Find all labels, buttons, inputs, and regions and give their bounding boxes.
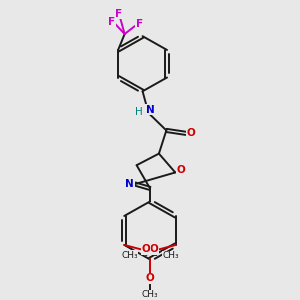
Text: O: O	[146, 273, 154, 283]
Text: O: O	[150, 244, 158, 254]
Text: O: O	[176, 165, 185, 175]
Text: N: N	[125, 179, 134, 189]
Text: CH₃: CH₃	[162, 251, 179, 260]
Text: O: O	[187, 128, 195, 138]
Text: CH₃: CH₃	[142, 290, 158, 299]
Text: H: H	[135, 106, 143, 117]
Text: F: F	[115, 9, 122, 19]
Text: N: N	[146, 104, 154, 115]
Text: F: F	[108, 16, 115, 26]
Text: CH₃: CH₃	[121, 250, 138, 260]
Text: O: O	[142, 244, 150, 254]
Text: F: F	[136, 20, 143, 29]
